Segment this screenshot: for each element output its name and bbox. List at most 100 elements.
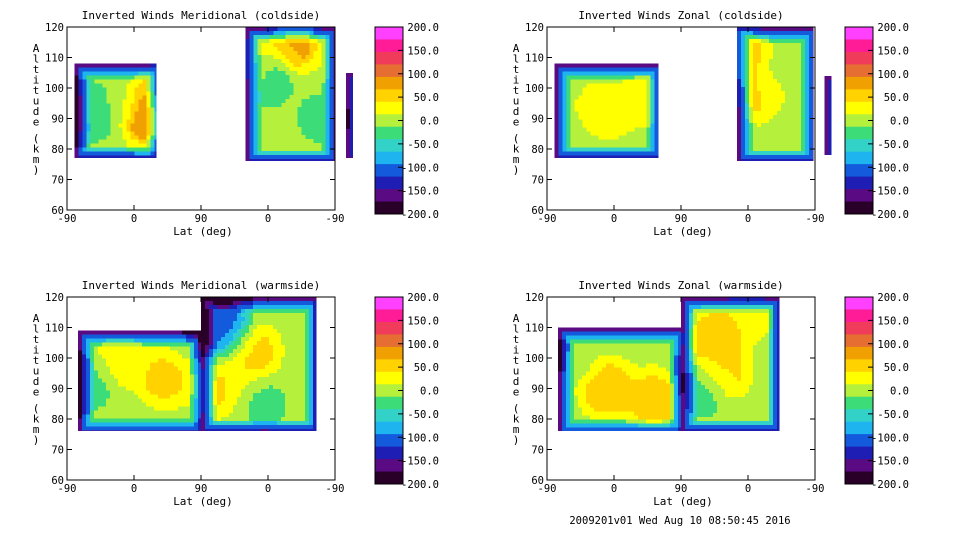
field-cell	[626, 343, 631, 348]
field-cell	[114, 430, 119, 432]
field-cell	[792, 67, 797, 71]
field-cell	[265, 67, 270, 71]
field-cell	[225, 361, 229, 365]
field-cell	[574, 339, 579, 344]
field-cell	[760, 87, 765, 91]
field-cell	[305, 421, 309, 425]
field-cell	[784, 43, 789, 47]
field-cell	[768, 159, 773, 162]
field-cell	[98, 354, 103, 359]
field-cell	[554, 111, 559, 116]
field-cell	[269, 349, 273, 353]
field-cell	[134, 330, 139, 335]
field-cell	[142, 103, 147, 108]
field-cell	[118, 426, 123, 431]
field-cell	[289, 349, 293, 353]
field-cell	[126, 330, 131, 335]
field-cell	[194, 430, 199, 432]
field-cell	[134, 155, 139, 159]
field-cell	[760, 135, 765, 139]
field-cell	[134, 111, 139, 116]
field-cell	[578, 407, 583, 412]
field-cell	[333, 87, 335, 91]
field-cell	[301, 329, 305, 333]
field-cell	[293, 91, 298, 95]
field-cell	[78, 366, 83, 371]
field-cell	[558, 123, 563, 128]
field-cell	[281, 159, 286, 162]
field-cell	[590, 419, 595, 424]
field-cell	[760, 103, 765, 107]
field-cell	[245, 47, 250, 51]
field-cell	[736, 75, 741, 79]
field-cell	[598, 63, 603, 68]
field-cell	[614, 155, 619, 159]
field-cell	[642, 71, 647, 76]
field-cell	[558, 95, 563, 100]
field-cell	[225, 417, 229, 421]
field-cell	[205, 313, 209, 317]
field-cell	[94, 135, 99, 140]
field-cell	[808, 51, 813, 55]
field-cell	[213, 369, 217, 373]
field-cell	[241, 337, 245, 341]
field-cell	[74, 155, 79, 159]
field-cell	[126, 402, 131, 407]
field-cell	[634, 147, 639, 152]
field-cell	[756, 147, 761, 151]
field-cell	[154, 147, 157, 152]
contour-field	[74, 27, 353, 162]
field-cell	[277, 123, 282, 127]
field-cell	[122, 143, 127, 148]
field-cell	[598, 395, 603, 400]
field-cell	[622, 351, 627, 356]
field-cell	[744, 115, 749, 119]
field-cell	[602, 151, 607, 156]
field-cell	[317, 131, 322, 135]
field-cell	[90, 87, 95, 92]
field-cell	[760, 147, 765, 151]
field-cell	[201, 333, 205, 337]
field-cell	[198, 374, 201, 379]
field-cell	[574, 371, 579, 376]
field-cell	[205, 341, 209, 345]
field-cell	[289, 67, 294, 71]
field-cell	[301, 143, 306, 147]
field-cell	[106, 358, 111, 363]
field-cell	[293, 63, 298, 67]
field-cell	[201, 341, 205, 345]
field-cell	[329, 119, 334, 123]
field-cell	[269, 131, 274, 135]
field-cell	[273, 409, 277, 413]
field-cell	[602, 407, 607, 412]
field-cell	[333, 63, 335, 67]
field-cell	[594, 67, 599, 72]
field-cell	[804, 135, 809, 139]
field-cell	[293, 115, 298, 119]
field-cell	[78, 99, 83, 104]
field-cell	[98, 334, 103, 339]
field-cell	[562, 387, 567, 392]
field-cell	[792, 123, 797, 127]
field-cell	[194, 426, 199, 431]
field-cell	[285, 321, 289, 325]
field-cell	[325, 31, 330, 35]
field-cell	[74, 123, 79, 128]
field-cell	[217, 337, 221, 341]
field-cell	[752, 155, 757, 159]
field-cell	[86, 127, 91, 132]
field-cell	[293, 345, 297, 349]
field-cell	[313, 361, 317, 365]
field-cell	[249, 425, 253, 429]
field-cell	[768, 123, 773, 127]
field-cell	[126, 79, 131, 84]
field-cell	[134, 410, 139, 415]
field-cell	[293, 159, 298, 162]
field-cell	[654, 147, 659, 152]
field-cell	[570, 71, 575, 76]
field-cell	[574, 407, 579, 412]
field-cell	[146, 135, 151, 140]
field-cell	[102, 422, 107, 427]
field-cell	[317, 71, 322, 75]
field-cell	[122, 398, 127, 403]
